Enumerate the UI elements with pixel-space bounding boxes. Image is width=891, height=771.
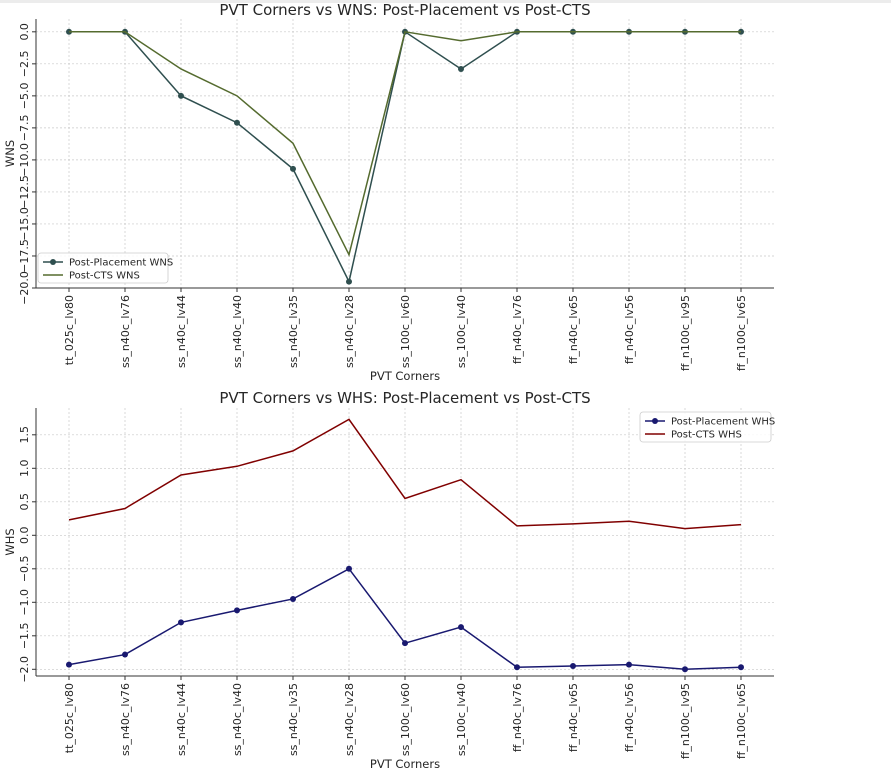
whs-chart: −2.0 −1.5 −1.0 −0.5 0.0 0.5 1.0 1.5 tt_025c_lv80… <box>3 389 775 771</box>
x-tick-label: ff_n40c_lv56 <box>623 683 636 752</box>
data-point <box>402 640 408 647</box>
y-tick-label: −1.5 <box>18 622 31 649</box>
data-point <box>458 65 464 72</box>
data-point <box>570 662 576 669</box>
x-axis-label: PVT Corners <box>370 369 440 383</box>
legend: Post-Placement WNS Post-CTS WNS <box>37 252 173 284</box>
x-tick-label: ff_n40c_lv65 <box>567 683 580 752</box>
y-tick-label: 1.5 <box>18 426 31 444</box>
y-tick-label: −2.0 <box>18 656 31 683</box>
x-tick-label: ss_n40c_lv28 <box>343 295 356 368</box>
legend-marker <box>50 259 56 265</box>
data-point <box>66 661 72 668</box>
data-point <box>738 664 744 671</box>
series-line <box>69 30 741 257</box>
y-tick-label: −17.5 <box>18 239 31 273</box>
series-line <box>68 418 742 530</box>
y-tick-label: −5.0 <box>18 82 31 109</box>
y-tick-label: 1.0 <box>18 460 31 478</box>
x-tick-label: ff_n40c_lv56 <box>623 295 636 364</box>
x-tick-label: ss_100c_lv40 <box>455 683 468 756</box>
data-point <box>290 165 296 172</box>
x-tick-label: ff_n40c_lv65 <box>567 295 580 364</box>
x-tick-label: tt_025c_lv80 <box>63 683 76 753</box>
x-tick-label: ff_n100c_lv65 <box>735 295 748 371</box>
data-point <box>626 661 632 668</box>
x-tick-label: ss_100c_lv60 <box>399 295 412 368</box>
x-tick-label: ff_n40c_lv76 <box>511 683 524 752</box>
series-line <box>68 567 742 671</box>
data-point <box>458 624 464 631</box>
y-axis-label: WNS <box>3 140 17 167</box>
legend-label: Post-Placement WNS <box>69 258 173 269</box>
x-tick-label: ff_n100c_lv95 <box>679 683 692 759</box>
data-point <box>346 278 352 285</box>
top-border <box>0 0 891 3</box>
data-point <box>234 119 240 126</box>
x-tick-label: ss_n40c_lv40 <box>231 683 244 756</box>
y-tick-label: 0.0 <box>18 527 31 545</box>
data-point <box>234 607 240 614</box>
y-tick-label: 0.5 <box>18 493 31 511</box>
x-tick-label: ss_n40c_lv44 <box>175 683 188 756</box>
legend: Post-Placement WHS Post-CTS WHS <box>639 411 775 443</box>
x-tick-label: ss_n40c_lv76 <box>119 683 132 756</box>
data-point <box>122 651 128 658</box>
legend-label: Post-Placement WHS <box>671 417 775 428</box>
x-tick-label: ss_100c_lv60 <box>399 683 412 756</box>
data-point <box>514 664 520 671</box>
x-tick-label: tt_025c_lv80 <box>63 295 76 365</box>
y-tick-label: −10.0 <box>18 143 31 177</box>
x-tick-label: ss_n40c_lv40 <box>231 295 244 368</box>
y-tick-label: −2.5 <box>18 50 31 77</box>
y-tick-label: −0.5 <box>18 555 31 582</box>
x-tick-label: ss_n40c_lv28 <box>343 683 356 756</box>
x-axis-label: PVT Corners <box>370 757 440 771</box>
y-axis-label: WHS <box>3 528 17 555</box>
data-point <box>178 92 184 99</box>
x-tick-label: ff_n100c_lv65 <box>735 683 748 759</box>
x-tick-label: ss_100c_lv40 <box>455 295 468 368</box>
legend-box <box>639 411 772 443</box>
data-point <box>346 565 352 572</box>
x-tick-label: ss_n40c_lv76 <box>119 295 132 368</box>
data-point <box>290 595 296 602</box>
y-tick-label: −12.5 <box>18 175 31 209</box>
chart-title: PVT Corners vs WHS: Post-Placement vs Po… <box>219 389 590 407</box>
x-tick-label: ss_n40c_lv44 <box>175 295 188 368</box>
legend-marker <box>652 418 658 424</box>
x-tick-label: ff_n40c_lv76 <box>511 295 524 364</box>
legend-box <box>37 252 169 284</box>
legend-label: Post-CTS WNS <box>69 271 140 282</box>
wns-chart: −20.0−17.5−15.0−12.5−10.0−7.5 −5.0 −2.5 0.0… <box>3 1 774 383</box>
y-tick-label: −15.0 <box>18 207 31 241</box>
data-point <box>178 619 184 626</box>
x-tick-label: ff_n100c_lv95 <box>679 295 692 371</box>
chart-title: PVT Corners vs WNS: Post-Placement vs Po… <box>219 1 590 19</box>
y-tick-label: −1.0 <box>18 589 31 616</box>
x-tick-label: ss_n40c_lv35 <box>287 295 300 368</box>
y-tick-label: 0.0 <box>18 23 31 41</box>
x-tick-label: ss_n40c_lv35 <box>287 683 300 756</box>
legend-label: Post-CTS WHS <box>671 430 742 441</box>
y-tick-label: −7.5 <box>18 115 31 142</box>
y-tick-label: −20.0 <box>18 271 31 305</box>
data-point <box>682 666 688 673</box>
